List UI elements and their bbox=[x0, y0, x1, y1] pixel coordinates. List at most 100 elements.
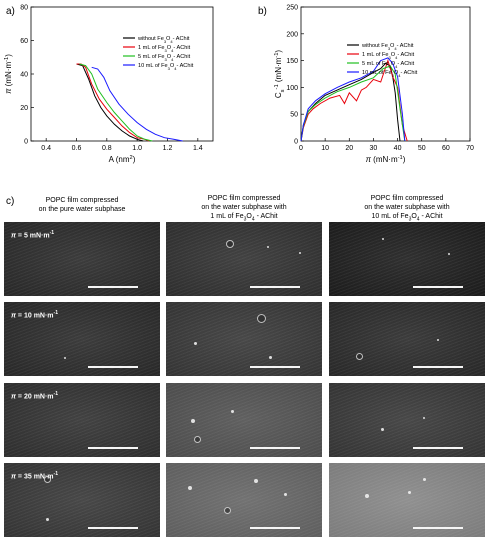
scale-bar bbox=[88, 286, 138, 288]
x-tick-label: 0.4 bbox=[41, 145, 51, 152]
scale-bar bbox=[250, 527, 300, 529]
x-tick-label: 0.6 bbox=[72, 145, 82, 152]
legend-entry: without Fe3O4- AChit bbox=[137, 36, 190, 44]
y-tick-label: 80 bbox=[20, 5, 28, 12]
series-line bbox=[79, 63, 153, 142]
x-tick-label: 1.0 bbox=[132, 145, 142, 152]
x-tick-label: 1.2 bbox=[163, 145, 173, 152]
scale-bar bbox=[250, 286, 300, 288]
film-texture bbox=[329, 302, 485, 376]
x-tick-label: 40 bbox=[394, 145, 402, 152]
film-texture bbox=[329, 383, 485, 457]
domain-spot bbox=[194, 342, 197, 345]
y-tick-label: 20 bbox=[20, 105, 28, 112]
domain-spot bbox=[408, 491, 411, 494]
x-tick-label: 0.8 bbox=[102, 145, 112, 152]
column-header-2: POPC film compressed on the water subphas… bbox=[166, 194, 322, 224]
scale-bar bbox=[413, 366, 463, 368]
x-axis-label: π (mN·m-1) bbox=[366, 155, 406, 164]
series-line bbox=[300, 57, 406, 142]
column-header-line: POPC film compressed bbox=[45, 197, 119, 204]
scale-bar bbox=[413, 447, 463, 449]
scale-bar bbox=[413, 286, 463, 288]
series-line bbox=[76, 63, 144, 142]
domain-spot bbox=[194, 436, 201, 443]
chart-a: 0.4 0.6 0.8 1.0 1.2 1.4 0 20 40 60 80 A (nm2) π (mN·… bbox=[4, 5, 214, 164]
micrograph-r1-c2 bbox=[166, 222, 322, 296]
domain-spot bbox=[382, 238, 384, 240]
micrograph-r3-c3 bbox=[329, 383, 485, 457]
scale-bar bbox=[250, 366, 300, 368]
x-tick-label: 10 bbox=[321, 145, 329, 152]
film-texture bbox=[166, 383, 322, 457]
domain-spot bbox=[226, 240, 234, 248]
micrograph-r4-c1: π = 35 mN·m-1 bbox=[4, 463, 160, 537]
y-tick-label: 0 bbox=[24, 139, 28, 146]
domain-spot bbox=[224, 507, 231, 514]
micrograph-r4-c3 bbox=[329, 463, 485, 537]
domain-spot bbox=[437, 339, 439, 341]
domain-spot bbox=[448, 253, 450, 255]
domain-spot bbox=[356, 353, 363, 360]
x-tick-label: 60 bbox=[442, 145, 450, 152]
column-header-3: POPC film compressed on the water subphas… bbox=[329, 194, 485, 224]
y-axis-label: π (mN·m-1) bbox=[4, 54, 13, 94]
domain-spot bbox=[423, 478, 426, 481]
column-header-line: POPC film compressed bbox=[207, 195, 281, 202]
domain-spot bbox=[299, 252, 301, 254]
scale-bar bbox=[88, 366, 138, 368]
film-texture bbox=[166, 222, 322, 296]
x-tick-label: 20 bbox=[345, 145, 353, 152]
legend-entry: without Fe3O4- AChit bbox=[361, 43, 414, 51]
micrograph-r2-c1: π = 10 mN·m-1 bbox=[4, 302, 160, 376]
y-tick-label: 100 bbox=[286, 85, 298, 92]
column-header-line: 10 mL of Fe3O4 - AChit bbox=[371, 213, 443, 223]
x-tick-label: 30 bbox=[370, 145, 378, 152]
scale-bar bbox=[413, 527, 463, 529]
series-line bbox=[300, 65, 406, 142]
panel-label-a: a) bbox=[6, 6, 15, 17]
domain-spot bbox=[257, 314, 266, 323]
domain-spot bbox=[188, 486, 192, 490]
domain-spot bbox=[231, 410, 234, 413]
scale-bar bbox=[88, 447, 138, 449]
y-tick-label: 40 bbox=[20, 72, 28, 79]
legend-entry: 10 mL of Fe3O4- AChit bbox=[138, 63, 194, 71]
film-texture bbox=[4, 222, 160, 296]
domain-spot bbox=[284, 493, 287, 496]
y-tick-label: 60 bbox=[20, 38, 28, 45]
y-tick-label: 50 bbox=[290, 112, 298, 119]
domain-spot bbox=[64, 357, 66, 359]
series-line bbox=[91, 66, 183, 142]
surface-pressure-label: π = 35 mN·m-1 bbox=[11, 471, 58, 481]
x-tick-label: 70 bbox=[466, 145, 474, 152]
micrograph-r1-c1: π = 5 mN·m-1 bbox=[4, 222, 160, 296]
legend-entry: 5 mL of Fe3O4- AChit bbox=[138, 54, 191, 62]
film-texture bbox=[329, 222, 485, 296]
domain-spot bbox=[191, 419, 195, 423]
domain-spot bbox=[365, 494, 369, 498]
column-header-1: POPC film compressed on the pure water su… bbox=[4, 196, 160, 214]
domain-spot bbox=[267, 246, 269, 248]
legend-entry: 5 mL of Fe3O4- AChit bbox=[362, 61, 415, 69]
scale-bar bbox=[250, 447, 300, 449]
micrograph-r3-c2 bbox=[166, 383, 322, 457]
y-tick-label: 200 bbox=[286, 31, 298, 38]
film-texture bbox=[329, 463, 485, 537]
chart-b: 0 10 20 30 40 50 60 70 0 50 100 150 200 250 π (mN·m-1)… bbox=[274, 5, 474, 165]
x-tick-label: 1.4 bbox=[193, 145, 203, 152]
legend-entry: 10 mL of Fe3O4- AChit bbox=[362, 70, 418, 78]
domain-spot bbox=[269, 356, 272, 359]
x-axis-label: A (nm2) bbox=[109, 155, 136, 164]
y-tick-label: 250 bbox=[286, 5, 298, 12]
domain-spot bbox=[423, 417, 425, 419]
domain-spot bbox=[46, 518, 49, 521]
micrograph-r2-c3 bbox=[329, 302, 485, 376]
surface-pressure-label: π = 20 mN·m-1 bbox=[11, 391, 58, 401]
domain-spot bbox=[381, 428, 384, 431]
series-line bbox=[76, 63, 150, 142]
surface-pressure-label: π = 5 mN·m-1 bbox=[11, 230, 55, 240]
film-texture bbox=[4, 383, 160, 457]
column-header-line: on the water subphase with bbox=[364, 204, 450, 211]
legend-entry: 1 mL of Fe3O4- AChit bbox=[138, 45, 191, 53]
